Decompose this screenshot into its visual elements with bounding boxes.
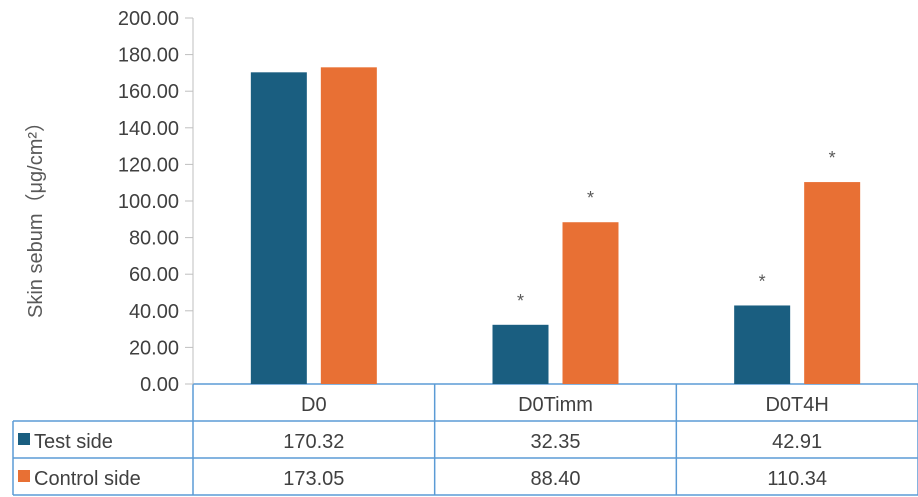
- table-value: 42.91: [772, 431, 822, 453]
- series-name: Control side: [34, 468, 141, 490]
- y-tick-label: 120.00: [118, 154, 179, 176]
- legend-swatch: [18, 470, 30, 482]
- y-tick-label: 80.00: [129, 228, 179, 250]
- significance-marker: *: [517, 291, 524, 311]
- y-axis-label: Skin sebum（μg/cm²）: [24, 112, 47, 318]
- table-value: 170.32: [283, 431, 344, 453]
- table-value: 32.35: [530, 431, 580, 453]
- data-table-grid: [12, 383, 918, 496]
- table-value: 110.34: [767, 468, 827, 490]
- table-value: 173.05: [283, 468, 344, 490]
- significance-marker: *: [829, 148, 836, 168]
- bar: [804, 182, 861, 384]
- bar: [320, 67, 377, 385]
- table-value: 88.40: [530, 468, 580, 490]
- bar: [734, 305, 791, 384]
- y-axis: 0.00 20.00 40.00 60.00 80.00 100.00 120.00 140.…: [118, 8, 194, 396]
- category-label: D0: [301, 394, 327, 416]
- y-tick-label: 40.00: [129, 301, 179, 323]
- legend-swatch: [18, 433, 30, 445]
- y-tick-label: 140.00: [118, 118, 179, 140]
- bars: * * * *: [250, 67, 861, 385]
- y-tick-label: 100.00: [118, 191, 179, 213]
- category-label: D0T4H: [765, 394, 828, 416]
- y-tick-label: 20.00: [129, 337, 179, 359]
- y-tick-label: 0.00: [140, 374, 179, 396]
- significance-marker: *: [759, 271, 766, 291]
- y-tick-label: 180.00: [118, 45, 179, 67]
- y-tick-label: 60.00: [129, 264, 179, 286]
- significance-marker: *: [587, 188, 594, 208]
- y-tick-label: 200.00: [118, 8, 179, 30]
- bar: [492, 324, 549, 384]
- series-name: Test side: [34, 431, 113, 453]
- bar: [562, 222, 619, 384]
- bar: [250, 72, 307, 385]
- y-tick-label: 160.00: [118, 81, 179, 103]
- data-table: D0 D0Timm D0T4H Test side 170.32 32.35 42.91 Co…: [18, 394, 829, 490]
- category-label: D0Timm: [518, 394, 593, 416]
